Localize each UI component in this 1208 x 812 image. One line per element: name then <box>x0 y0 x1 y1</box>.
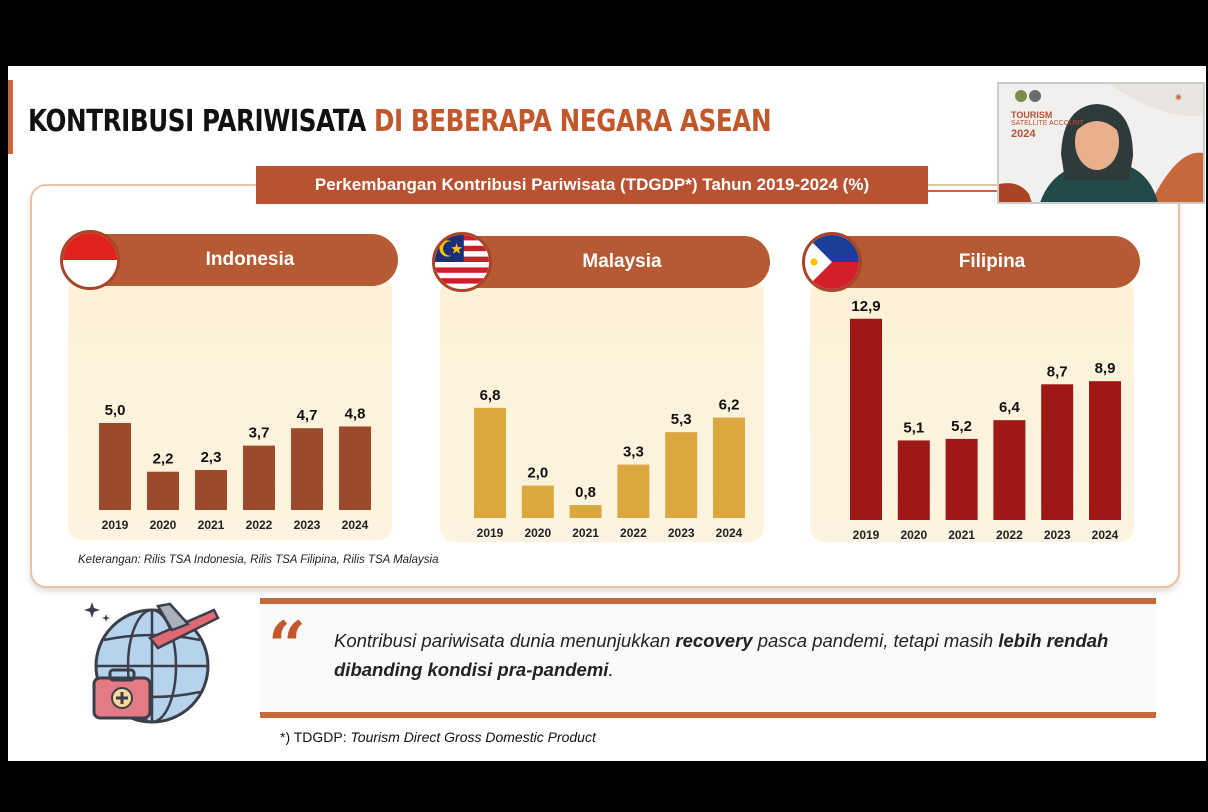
tick-label-2024: 2024 <box>342 518 369 532</box>
bar-2019 <box>850 318 882 520</box>
tick-label-2021: 2021 <box>948 528 975 542</box>
country-name: Filipina <box>958 251 1026 272</box>
title-part-2: DI BEBERAPA NEGARA ASEAN <box>374 104 772 139</box>
webcam-text-2: SATELLITE ACCOUNT <box>1011 120 1084 127</box>
tick-label-2021: 2021 <box>572 526 599 540</box>
bar-2021 <box>569 505 602 518</box>
screen-bottom-bar <box>0 761 1208 812</box>
bar-2024 <box>713 417 745 518</box>
quote-bold-2: lebih rendah dibanding kondisi pra-pande… <box>334 630 1109 680</box>
tick-label-2022: 2022 <box>246 518 273 532</box>
data-label-2019: 12,9 <box>851 298 880 315</box>
data-label-2022: 3,7 <box>249 425 270 442</box>
data-label-2020: 2,2 <box>153 451 174 468</box>
chart-filipina: 12,9 2019 5,1 2020 5,2 2021 6,4 2022 8,7 2023 8,9 2… <box>850 298 1121 542</box>
webcam-text-1: TOURISM <box>1011 110 1053 120</box>
tick-label-2024: 2024 <box>716 526 743 540</box>
quote-part-3: . <box>608 659 614 680</box>
footnote-text: Tourism Direct Gross Domestic Product <box>350 729 596 745</box>
tick-label-2019: 2019 <box>853 528 880 542</box>
svg-text:✺: ✺ <box>1175 93 1182 102</box>
philippines-flag-icon <box>802 232 862 292</box>
data-label-2024: 8,9 <box>1095 360 1116 377</box>
chart-subtitle: Perkembangan Kontribusi Pariwisata (TDGD… <box>256 166 928 204</box>
bar-2022 <box>617 464 650 518</box>
bar-2019 <box>99 423 131 510</box>
data-label-2024: 6,2 <box>719 397 740 414</box>
quote-part-1: Kontribusi pariwisata dunia menunjukkan <box>334 630 676 651</box>
bar-2021 <box>195 469 227 510</box>
data-label-2023: 5,3 <box>671 411 692 428</box>
data-label-2020: 2,0 <box>527 465 548 482</box>
presenter-webcam: ✺ TOURISM SATELLITE ACCOUNT 2024 <box>997 82 1205 204</box>
bar-2024 <box>339 426 371 510</box>
quote-bottom-border <box>260 712 1156 718</box>
travel-globe-illustration <box>84 602 220 724</box>
page-title: KONTRIBUSI PARIWISATA DI BEBERAPA NEGARA… <box>28 104 772 139</box>
tick-label-2023: 2023 <box>294 518 321 532</box>
title-accent-bar <box>8 80 13 154</box>
country-block-malaysia: Malaysia 6,8 2019 2,0 2020 0,8 2021 3,3 2022 5,3… <box>432 232 770 546</box>
title-part-1: KONTRIBUSI PARIWISATA <box>28 104 366 139</box>
tick-label-2019: 2019 <box>477 526 504 540</box>
data-label-2021: 5,2 <box>951 418 972 435</box>
tick-label-2021: 2021 <box>198 518 225 532</box>
data-label-2022: 6,4 <box>999 399 1021 416</box>
data-label-2019: 5,0 <box>105 402 126 419</box>
tick-label-2022: 2022 <box>996 528 1023 542</box>
tick-label-2019: 2019 <box>102 518 129 532</box>
bar-2023 <box>291 428 323 510</box>
chart-indonesia: 5,0 2019 2,2 2020 2,3 2021 3,7 2022 4,7 2023 4,8 20… <box>99 402 371 532</box>
tick-label-2023: 2023 <box>668 526 695 540</box>
footnote: *) TDGDP: Tourism Direct Gross Domestic … <box>280 729 596 745</box>
tick-label-2020: 2020 <box>524 526 551 540</box>
bar-2024 <box>1089 381 1121 520</box>
footnote-prefix: *) TDGDP: <box>280 729 351 745</box>
data-label-2023: 8,7 <box>1047 363 1068 380</box>
tick-label-2024: 2024 <box>1092 528 1119 542</box>
country-block-filipina: Filipina 12,9 2019 5,1 2020 5,2 2021 6,4 2022 8,… <box>802 232 1140 548</box>
quote-mark-icon: “ <box>268 607 306 685</box>
bar-2021 <box>945 438 978 520</box>
bar-2019 <box>474 407 506 518</box>
data-label-2019: 6,8 <box>480 387 501 404</box>
indonesia-flag-icon <box>60 230 120 290</box>
data-label-2022: 3,3 <box>623 444 644 461</box>
data-label-2020: 5,1 <box>903 419 924 436</box>
bar-2023 <box>665 432 698 518</box>
data-label-2024: 4,8 <box>345 405 366 422</box>
webcam-text-3: 2024 <box>1011 128 1036 140</box>
slide: KONTRIBUSI PARIWISATA DI BEBERAPA NEGARA… <box>8 66 1206 761</box>
chart-malaysia: 6,8 2019 2,0 2020 0,8 2021 3,3 2022 5,3 2023 6,2 20… <box>474 387 745 540</box>
tick-label-2020: 2020 <box>150 518 177 532</box>
country-name: Indonesia <box>205 249 295 270</box>
bar-2023 <box>1041 384 1074 520</box>
quote-box <box>260 600 1156 716</box>
tick-label-2022: 2022 <box>620 526 647 540</box>
bar-2020 <box>521 485 554 518</box>
tick-label-2020: 2020 <box>900 528 927 542</box>
data-label-2021: 2,3 <box>201 449 222 466</box>
country-header: Malaysia <box>434 236 770 288</box>
bar-2022 <box>993 420 1026 520</box>
bar-2020 <box>147 471 179 510</box>
bar-2020 <box>897 440 930 520</box>
presenter-video-frame: ✺ <box>999 84 1203 202</box>
quote-text: Kontribusi pariwisata dunia menunjukkan … <box>334 626 1134 684</box>
country-block-indonesia: Indonesia 5,0 2019 2,2 2020 2,3 2021 3,7 2022 4,… <box>60 230 398 546</box>
tick-label-2023: 2023 <box>1044 528 1071 542</box>
country-name: Malaysia <box>582 251 662 272</box>
subtitle-connector-line <box>928 190 998 192</box>
quote-bold-1: recovery <box>675 630 753 651</box>
quote-top-border <box>260 598 1156 604</box>
malaysia-flag-icon <box>432 232 492 292</box>
data-label-2023: 4,7 <box>297 407 318 424</box>
data-label-2021: 0,8 <box>575 484 596 501</box>
source-note: Keterangan: Rilis TSA Indonesia, Rilis T… <box>78 554 439 566</box>
quote-part-2: pasca pandemi, tetapi masih <box>752 630 999 651</box>
bar-2022 <box>243 445 275 510</box>
